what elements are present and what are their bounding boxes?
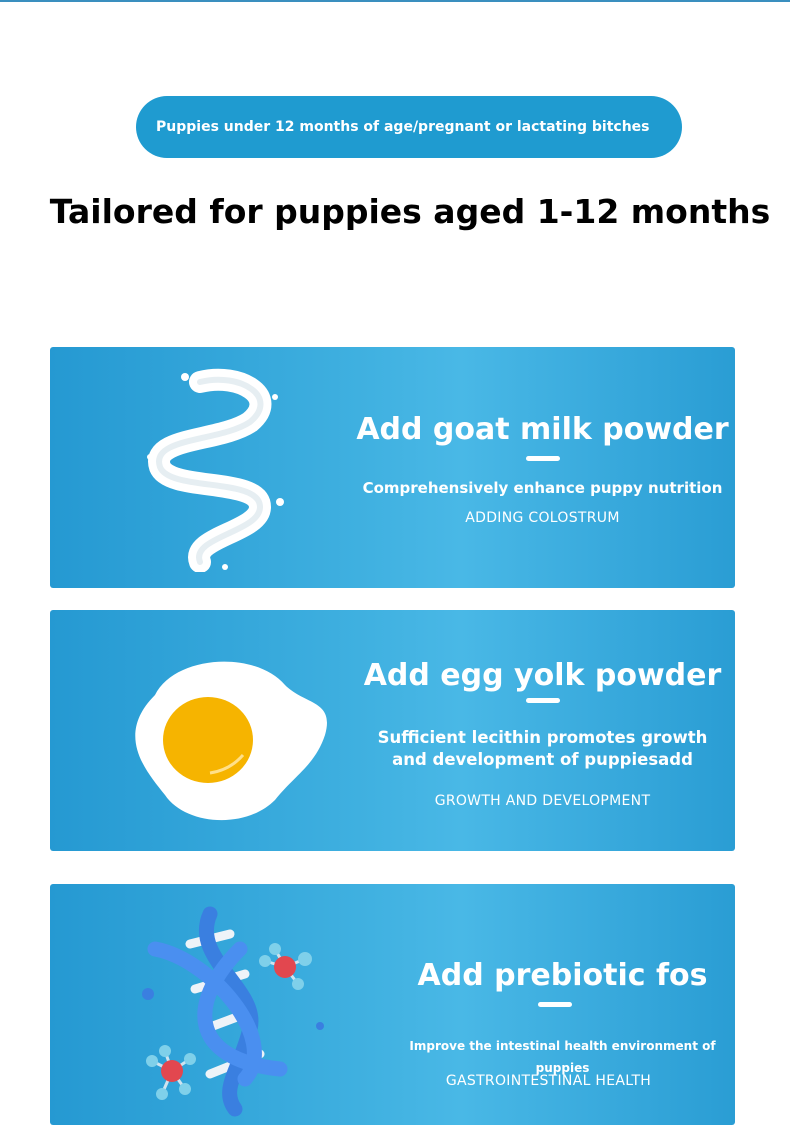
feature-subtitle: Sufficient lecithin promotes growth and … bbox=[377, 728, 708, 769]
title-underline bbox=[525, 456, 560, 461]
milk-splash-icon bbox=[147, 368, 284, 572]
feature-card-goat-milk: Add goat milk powder Comprehensively enh… bbox=[50, 347, 735, 588]
feature-title: Add prebiotic fos bbox=[417, 958, 708, 993]
fried-egg-icon bbox=[135, 661, 327, 821]
feature-card-egg-yolk: Add egg yolk powder Sufficient lecithin … bbox=[50, 610, 735, 851]
feature-card-prebiotic: Add prebiotic fos Improve the intestinal… bbox=[50, 884, 735, 1125]
feature-subtitle: Improve the intestinal health environmen… bbox=[409, 1039, 716, 1075]
page-headline: Tailored for puppies aged 1-12 months bbox=[49, 192, 771, 231]
feature-subtitle: Comprehensively enhance puppy nutrition bbox=[362, 479, 723, 497]
title-underline bbox=[537, 1002, 572, 1007]
feature-title: Add egg yolk powder bbox=[363, 658, 722, 693]
title-underline bbox=[525, 698, 560, 703]
audience-banner-text: Puppies under 12 months of age/pregnant … bbox=[156, 119, 650, 135]
feature-tag: ADDING COLOSTRUM bbox=[465, 510, 620, 526]
feature-tag: GROWTH AND DEVELOPMENT bbox=[434, 793, 651, 809]
feature-title: Add goat milk powder bbox=[356, 412, 729, 447]
feature-tag: GASTROINTESTINAL HEALTH bbox=[445, 1073, 652, 1089]
dna-icon bbox=[142, 906, 324, 1117]
top-divider bbox=[0, 0, 790, 2]
audience-banner: Puppies under 12 months of age/pregnant … bbox=[136, 96, 682, 158]
